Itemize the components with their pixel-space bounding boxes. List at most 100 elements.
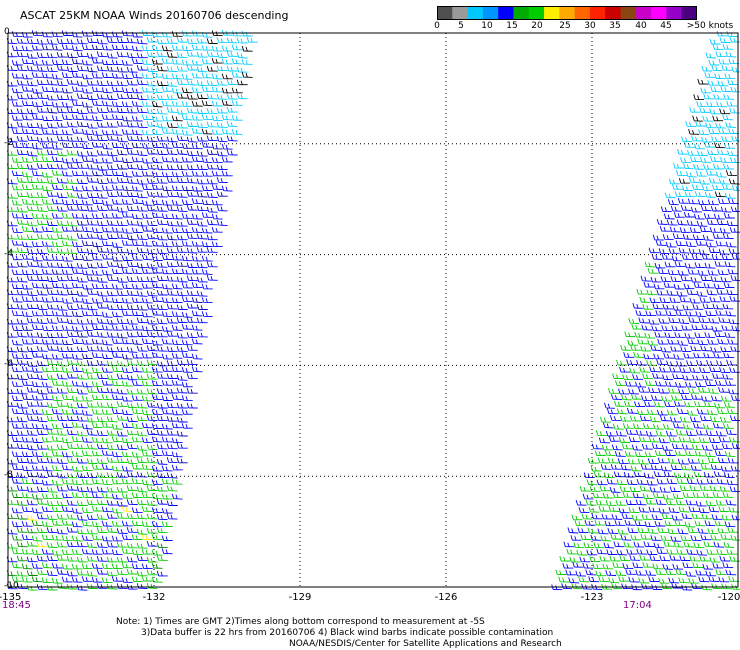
wind-barb	[6, 528, 18, 535]
wind-barb	[712, 562, 724, 569]
wind-barb	[121, 577, 133, 583]
wind-barb	[674, 261, 686, 268]
wind-barb	[86, 304, 98, 311]
wind-barb	[141, 409, 153, 416]
wind-barb	[71, 71, 83, 78]
wind-barb	[632, 562, 644, 569]
wind-barb	[56, 121, 68, 128]
wind-barb	[211, 157, 223, 163]
wind-barb	[121, 478, 133, 485]
wind-barb	[161, 338, 173, 345]
wind-barb	[131, 142, 143, 149]
wind-barb	[126, 276, 138, 283]
wind-barb	[106, 402, 118, 409]
wind-barb	[91, 86, 103, 93]
wind-barb	[695, 569, 707, 576]
wind-barb	[116, 414, 128, 421]
wind-barb	[692, 374, 704, 381]
wind-barb	[641, 583, 653, 590]
wind-barb	[136, 542, 148, 549]
wind-barb	[71, 563, 83, 570]
wind-barb	[713, 471, 725, 477]
wind-barb	[11, 408, 23, 414]
wind-barb	[700, 534, 712, 541]
wind-barb	[604, 402, 615, 409]
wind-barb	[726, 289, 738, 295]
wind-barb	[106, 456, 118, 463]
wind-barb	[186, 177, 198, 184]
wind-barb	[56, 401, 68, 407]
wind-barb	[76, 402, 88, 409]
wind-barb	[231, 87, 243, 94]
wind-barb	[111, 44, 123, 50]
wind-barb	[716, 549, 728, 555]
wind-barb	[36, 498, 48, 505]
wind-barb	[151, 423, 163, 429]
wind-barb	[669, 297, 681, 303]
wind-barb	[704, 191, 716, 198]
wind-barb	[81, 143, 93, 150]
wind-barb	[61, 44, 73, 50]
wind-barb	[691, 394, 702, 400]
wind-barb	[141, 129, 153, 136]
wind-barb	[691, 135, 703, 142]
wind-barb	[21, 253, 33, 260]
wind-barb	[186, 93, 198, 100]
wind-barb	[236, 66, 248, 73]
wind-barb	[146, 373, 158, 380]
wind-barb	[126, 219, 138, 226]
wind-barb	[6, 373, 18, 380]
wind-barb	[713, 163, 724, 170]
wind-barb	[16, 191, 28, 198]
wind-barb	[126, 107, 138, 114]
wind-barb	[111, 465, 123, 472]
wind-barb	[76, 163, 88, 169]
wind-barb	[16, 513, 28, 520]
wind-barb	[136, 486, 148, 493]
wind-barb	[186, 247, 198, 254]
wind-barb	[171, 241, 183, 247]
wind-barb	[660, 276, 672, 283]
wind-barb	[599, 416, 611, 423]
wind-barb	[21, 296, 33, 302]
wind-barb	[666, 409, 678, 416]
wind-barb	[111, 563, 123, 570]
wind-barb	[21, 563, 33, 570]
wind-barb	[156, 289, 168, 296]
wind-barb	[26, 331, 38, 338]
wind-barb	[692, 115, 703, 122]
wind-barb	[691, 583, 703, 589]
wind-barb	[678, 178, 690, 184]
wind-barb	[11, 254, 23, 261]
wind-barb	[141, 352, 153, 359]
wind-barb	[704, 451, 716, 457]
wind-barb	[211, 45, 223, 52]
wind-barb	[196, 317, 208, 324]
wind-barb	[66, 162, 78, 169]
wind-barb	[116, 290, 128, 296]
wind-barb	[76, 500, 88, 506]
wind-barb	[21, 365, 33, 372]
wind-barb	[11, 548, 23, 555]
wind-barb	[659, 415, 671, 422]
wind-barb	[216, 191, 228, 197]
wind-barb	[46, 233, 58, 240]
wind-barb	[196, 220, 208, 227]
wind-barb	[692, 562, 704, 568]
wind-barb	[31, 183, 43, 190]
wind-barb	[716, 101, 728, 108]
wind-barb	[171, 58, 183, 65]
colorbar-label: 45	[660, 21, 672, 31]
wind-barb	[76, 204, 88, 211]
wind-barb	[156, 331, 168, 338]
wind-barb	[146, 331, 158, 338]
wind-barb	[151, 436, 163, 443]
wind-barb	[86, 443, 98, 450]
wind-barb	[121, 547, 133, 554]
wind-barb	[26, 220, 38, 227]
wind-barb	[201, 86, 213, 92]
wind-barb	[151, 87, 163, 93]
wind-barb	[196, 66, 208, 73]
wind-barb	[606, 408, 618, 415]
wind-barb	[56, 444, 68, 450]
